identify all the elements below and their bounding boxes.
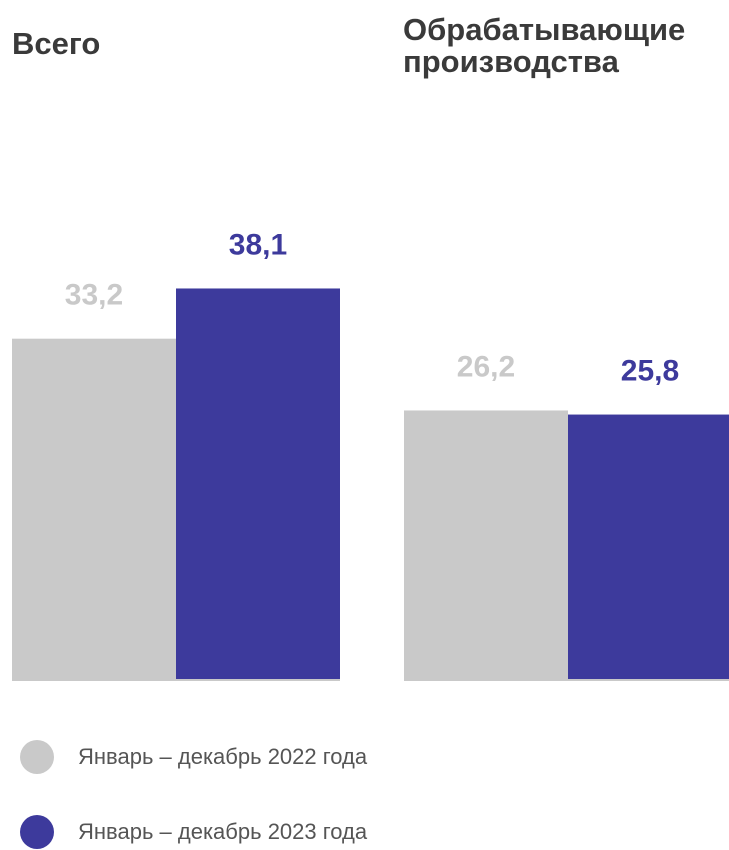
data-label-manufacturing-2022: 26,2 xyxy=(457,350,515,383)
legend-swatch-2023 xyxy=(20,815,54,849)
bar-manufacturing-2022 xyxy=(404,410,568,679)
legend-label-2023: Январь – декабрь 2023 года xyxy=(78,819,368,844)
bar-total-2023 xyxy=(176,288,340,679)
data-label-total-2023: 38,1 xyxy=(229,228,287,261)
bar-total-2022 xyxy=(12,338,176,679)
legend-item-2022: Январь – декабрь 2022 года xyxy=(20,740,620,774)
bar-chart: 33,2 38,1 26,2 25,8 xyxy=(12,228,729,681)
data-label-total-2022: 33,2 xyxy=(65,279,123,312)
legend-swatch-2022 xyxy=(20,740,54,774)
legend-label-2022: Январь – декабрь 2022 года xyxy=(78,744,368,769)
data-label-manufacturing-2023: 25,8 xyxy=(621,355,679,388)
legend-item-2023: Январь – декабрь 2023 года xyxy=(20,815,620,849)
bar-manufacturing-2023 xyxy=(568,414,729,679)
chart-title-total: Всего xyxy=(12,26,101,61)
chart-title-manufacturing: Обрабатывающие производства xyxy=(403,12,686,79)
